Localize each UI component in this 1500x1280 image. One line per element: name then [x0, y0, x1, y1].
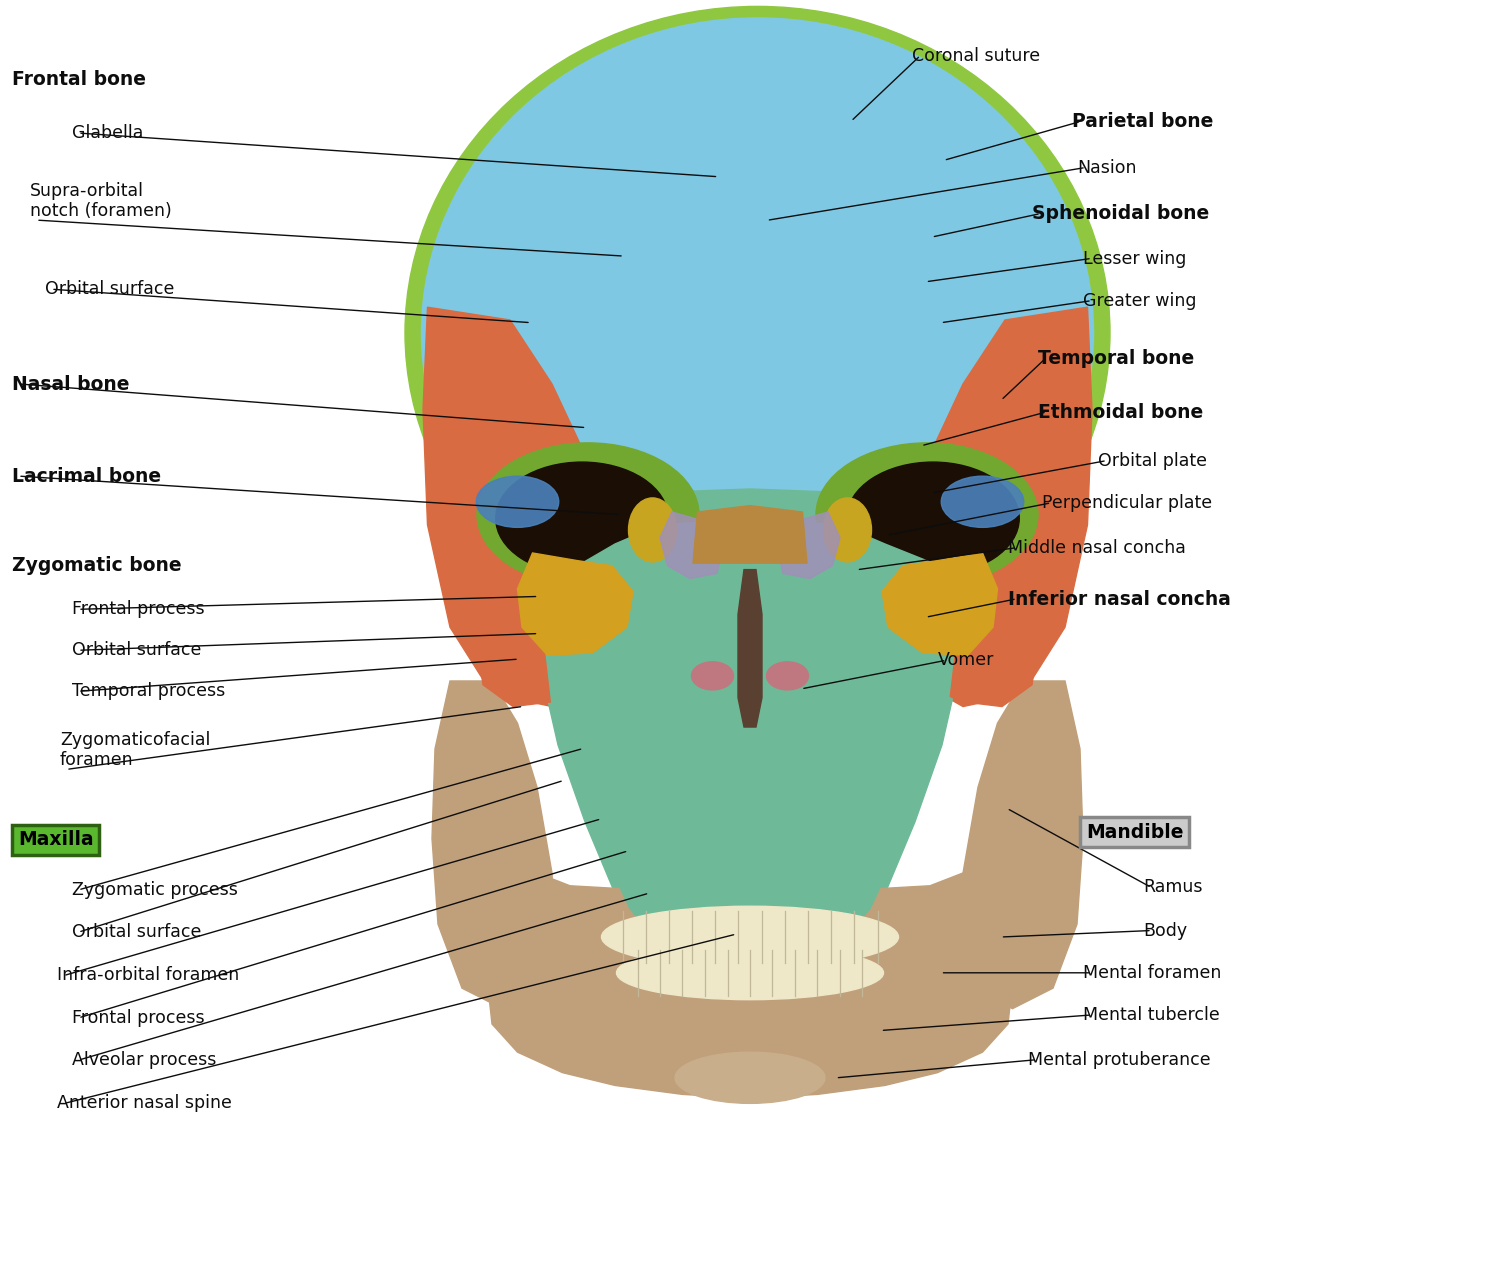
Polygon shape: [693, 506, 750, 563]
Polygon shape: [960, 681, 1083, 1009]
Text: Orbital surface: Orbital surface: [72, 641, 201, 659]
Text: Sphenoidal bone: Sphenoidal bone: [1032, 205, 1209, 223]
Polygon shape: [432, 681, 555, 1009]
Text: Orbital surface: Orbital surface: [72, 923, 201, 941]
Text: Alveolar process: Alveolar process: [72, 1051, 216, 1069]
Text: Mental protuberance: Mental protuberance: [1028, 1051, 1210, 1069]
Text: Zygomatic bone: Zygomatic bone: [12, 557, 181, 575]
Ellipse shape: [495, 462, 669, 575]
Text: Frontal bone: Frontal bone: [12, 70, 146, 88]
Ellipse shape: [422, 18, 1094, 648]
Text: Temporal bone: Temporal bone: [1038, 349, 1194, 367]
Ellipse shape: [816, 443, 1038, 586]
Text: Lacrimal bone: Lacrimal bone: [12, 467, 160, 485]
Text: Nasal bone: Nasal bone: [12, 375, 129, 393]
Ellipse shape: [824, 498, 872, 562]
Text: Mental foramen: Mental foramen: [1083, 964, 1221, 982]
Text: Anterior nasal spine: Anterior nasal spine: [57, 1094, 232, 1112]
Polygon shape: [675, 566, 825, 740]
Polygon shape: [423, 307, 622, 707]
Ellipse shape: [692, 662, 734, 690]
Ellipse shape: [846, 462, 1020, 575]
Text: Ethmoidal bone: Ethmoidal bone: [1038, 403, 1203, 421]
Polygon shape: [892, 566, 1038, 707]
Ellipse shape: [942, 476, 1023, 527]
Ellipse shape: [628, 498, 676, 562]
Text: Zygomaticofacial
foramen: Zygomaticofacial foramen: [60, 731, 210, 769]
Text: Lesser wing: Lesser wing: [1083, 250, 1186, 268]
Text: Supra-orbital
notch (foramen): Supra-orbital notch (foramen): [30, 182, 171, 220]
Polygon shape: [477, 566, 622, 707]
Polygon shape: [543, 518, 957, 963]
Text: Orbital plate: Orbital plate: [1098, 452, 1208, 470]
Text: Perpendicular plate: Perpendicular plate: [1042, 494, 1212, 512]
Polygon shape: [882, 553, 998, 655]
Text: Mental tubercle: Mental tubercle: [1083, 1006, 1220, 1024]
Polygon shape: [488, 873, 1012, 1098]
Text: Inferior nasal concha: Inferior nasal concha: [1008, 590, 1232, 608]
Polygon shape: [518, 553, 633, 655]
Ellipse shape: [477, 443, 699, 586]
Ellipse shape: [477, 476, 558, 527]
Text: Glabella: Glabella: [72, 124, 144, 142]
Text: Mandible: Mandible: [1086, 823, 1184, 841]
Text: Infra-orbital foramen: Infra-orbital foramen: [57, 966, 240, 984]
Text: Zygomatic process: Zygomatic process: [72, 881, 238, 899]
Text: Orbital surface: Orbital surface: [45, 280, 174, 298]
Text: Frontal process: Frontal process: [72, 1009, 204, 1027]
Text: Vomer: Vomer: [938, 652, 994, 669]
Text: Temporal process: Temporal process: [72, 682, 225, 700]
Text: Ramus: Ramus: [1143, 878, 1203, 896]
Polygon shape: [777, 512, 840, 579]
Text: Maxilla: Maxilla: [18, 831, 93, 849]
Ellipse shape: [405, 6, 1110, 659]
Ellipse shape: [602, 906, 898, 968]
Polygon shape: [532, 489, 968, 963]
Text: Coronal suture: Coronal suture: [912, 47, 1040, 65]
Ellipse shape: [766, 662, 808, 690]
Polygon shape: [892, 307, 1092, 707]
Ellipse shape: [675, 1052, 825, 1103]
Text: Frontal process: Frontal process: [72, 600, 204, 618]
Polygon shape: [660, 512, 723, 579]
Text: Body: Body: [1143, 922, 1186, 940]
Text: Parietal bone: Parietal bone: [1072, 113, 1214, 131]
Polygon shape: [750, 506, 807, 563]
Text: Middle nasal concha: Middle nasal concha: [1008, 539, 1186, 557]
Ellipse shape: [616, 946, 884, 1000]
Text: Greater wing: Greater wing: [1083, 292, 1197, 310]
Polygon shape: [738, 570, 762, 727]
Text: Nasion: Nasion: [1077, 159, 1137, 177]
